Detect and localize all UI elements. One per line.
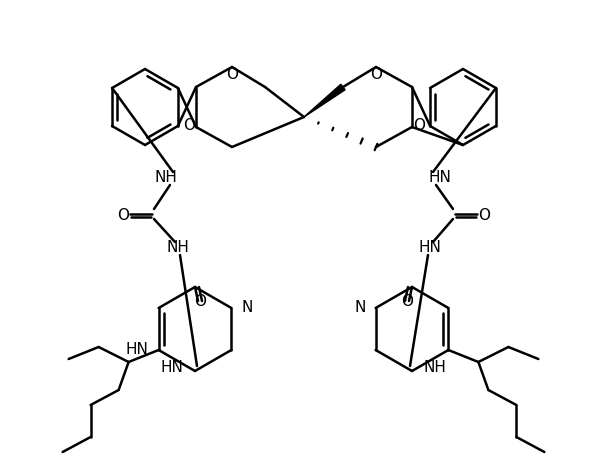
Text: HN: HN <box>160 360 183 375</box>
Text: HN: HN <box>418 240 441 255</box>
Text: N: N <box>354 299 365 314</box>
Text: N: N <box>241 299 253 314</box>
Polygon shape <box>304 85 345 118</box>
Text: O: O <box>117 207 129 222</box>
Text: HN: HN <box>126 341 148 356</box>
Text: O: O <box>478 207 490 222</box>
Text: NH: NH <box>424 360 447 375</box>
Text: O: O <box>226 67 238 81</box>
Text: HN: HN <box>429 170 451 185</box>
Text: NH: NH <box>154 170 178 185</box>
Text: O: O <box>413 118 425 133</box>
Text: O: O <box>401 294 413 309</box>
Text: O: O <box>183 118 195 133</box>
Text: NH: NH <box>167 240 190 255</box>
Text: O: O <box>370 67 382 81</box>
Text: O: O <box>194 294 206 309</box>
